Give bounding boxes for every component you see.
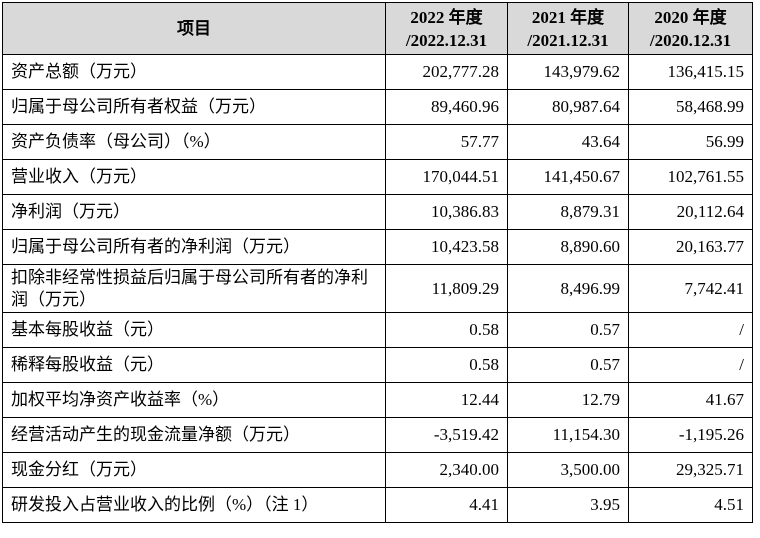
- value-cell: 3,500.00: [507, 452, 629, 488]
- header-line: 2022 年度: [410, 7, 483, 27]
- table-body: 资产总额（万元） 202,777.28 143,979.62 136,415.15 归属…: [2, 54, 753, 523]
- value-cell: 136,415.15: [628, 54, 753, 90]
- table-row: 净利润（万元） 10,386.83 8,879.31 20,112.64: [2, 194, 753, 230]
- value-cell: 11,809.29: [385, 264, 508, 313]
- value-cell: 170,044.51: [385, 159, 508, 195]
- table-row: 归属于母公司所有者权益（万元） 89,460.96 80,987.64 58,468.…: [2, 89, 753, 125]
- table-row: 资产负债率（母公司）（%） 57.77 43.64 56.99: [2, 124, 753, 160]
- value-cell: 143,979.62: [507, 54, 629, 90]
- row-label: 扣除非经常性损益后归属于母公司所有者的净利润（万元）: [2, 264, 386, 313]
- value-cell: 2,340.00: [385, 452, 508, 488]
- row-label: 净利润（万元）: [2, 194, 386, 230]
- value-cell: 12.79: [507, 382, 629, 418]
- value-cell: 3.95: [507, 487, 629, 523]
- value-cell: 0.57: [507, 312, 629, 348]
- value-cell: 10,423.58: [385, 229, 508, 265]
- header-row: 项目 2022 年度/2022.12.31 2021 年度/2021.12.31 20…: [2, 2, 753, 55]
- value-cell: 8,496.99: [507, 264, 629, 313]
- value-cell: 56.99: [628, 124, 753, 160]
- row-label: 基本每股收益（元）: [2, 312, 386, 348]
- header-line: 2021 年度: [531, 7, 605, 27]
- value-cell: 29,325.71: [628, 452, 753, 488]
- row-label: 现金分红（万元）: [2, 452, 386, 488]
- row-label: 归属于母公司所有者权益（万元）: [2, 89, 386, 125]
- value-cell: 0.58: [385, 347, 508, 383]
- header-line: 2020 年度: [654, 7, 727, 27]
- value-cell: 89,460.96: [385, 89, 508, 125]
- value-cell: 8,890.60: [507, 229, 629, 265]
- value-cell: 12.44: [385, 382, 508, 418]
- row-label: 经营活动产生的现金流量净额（万元）: [2, 417, 386, 453]
- table-row: 经营活动产生的现金流量净额（万元） -3,519.42 11,154.30 -1,19…: [2, 417, 753, 453]
- value-cell: 80,987.64: [507, 89, 629, 125]
- header-line: /2022.12.31: [405, 30, 488, 50]
- table-row: 加权平均净资产收益率（%） 12.44 12.79 41.67: [2, 382, 753, 418]
- row-label: 资产负债率（母公司）（%）: [2, 124, 386, 160]
- row-label: 营业收入（万元）: [2, 159, 386, 195]
- header-cell: 项目: [2, 2, 386, 55]
- value-cell: 11,154.30: [507, 417, 629, 453]
- header-line: 项目: [177, 19, 211, 38]
- row-label: 稀释每股收益（元）: [2, 347, 386, 383]
- table-row: 稀释每股收益（元） 0.58 0.57/: [2, 347, 753, 383]
- value-cell: 7,742.41: [628, 264, 753, 313]
- row-label: 归属于母公司所有者的净利润（万元）: [2, 229, 386, 265]
- value-cell: 141,450.67: [507, 159, 629, 195]
- table-row: 营业收入（万元） 170,044.51 141,450.67 102,761.55: [2, 159, 753, 195]
- value-cell: 20,163.77: [628, 229, 753, 265]
- financial-table: 项目 2022 年度/2022.12.31 2021 年度/2021.12.31 20…: [2, 2, 753, 523]
- value-cell: 58,468.99: [628, 89, 753, 125]
- header-cell: 2020 年度/2020.12.31: [628, 2, 753, 55]
- value-cell: 0.57: [507, 347, 629, 383]
- value-cell: 57.77: [385, 124, 508, 160]
- table-row: 扣除非经常性损益后归属于母公司所有者的净利润（万元） 11,809.29 8,496…: [2, 264, 753, 313]
- table-row: 现金分红（万元） 2,340.00 3,500.00 29,325.71: [2, 452, 753, 488]
- table-head: 项目 2022 年度/2022.12.31 2021 年度/2021.12.31 20…: [2, 2, 753, 55]
- header-cell: 2022 年度/2022.12.31: [385, 2, 508, 55]
- value-cell: -1,195.26: [628, 417, 753, 453]
- value-cell: 202,777.28: [385, 54, 508, 90]
- value-cell: 41.67: [628, 382, 753, 418]
- value-cell: 102,761.55: [628, 159, 753, 195]
- value-cell: 4.51: [628, 487, 753, 523]
- row-label: 资产总额（万元）: [2, 54, 386, 90]
- table-row: 资产总额（万元） 202,777.28 143,979.62 136,415.15: [2, 54, 753, 90]
- row-label: 研发投入占营业收入的比例（%）（注 1）: [2, 487, 386, 523]
- table-row: 基本每股收益（元） 0.58 0.57/: [2, 312, 753, 348]
- value-cell: 8,879.31: [507, 194, 629, 230]
- header-line: /2021.12.31: [527, 30, 609, 50]
- table-row: 研发投入占营业收入的比例（%）（注 1） 4.41 3.95 4.51: [2, 487, 753, 523]
- header-cell: 2021 年度/2021.12.31: [507, 2, 629, 55]
- value-cell: /: [628, 347, 753, 383]
- value-cell: 0.58: [385, 312, 508, 348]
- value-cell: 20,112.64: [628, 194, 753, 230]
- value-cell: /: [628, 312, 753, 348]
- value-cell: 10,386.83: [385, 194, 508, 230]
- value-cell: 43.64: [507, 124, 629, 160]
- table-row: 归属于母公司所有者的净利润（万元） 10,423.58 8,890.60 20,163…: [2, 229, 753, 265]
- value-cell: 4.41: [385, 487, 508, 523]
- value-cell: -3,519.42: [385, 417, 508, 453]
- row-label: 加权平均净资产收益率（%）: [2, 382, 386, 418]
- header-line: /2020.12.31: [649, 30, 732, 50]
